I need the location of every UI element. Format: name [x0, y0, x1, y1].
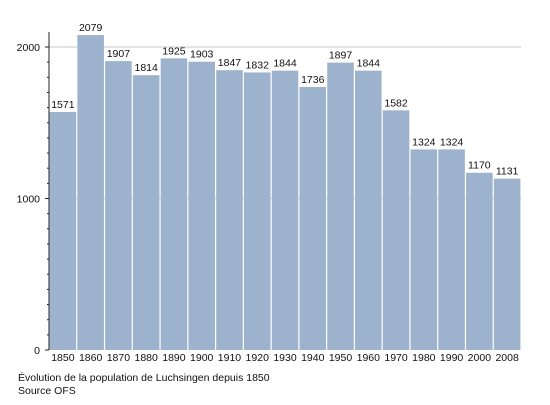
- bar-1930: [271, 70, 299, 350]
- bar-1850: [49, 111, 77, 350]
- data-label-1900: 1903: [190, 49, 214, 61]
- x-tick-label-2008: 2008: [495, 352, 519, 364]
- chart-caption: Évolution de la population de Luchsingen…: [18, 372, 270, 384]
- data-label-1950: 1897: [329, 50, 353, 62]
- data-label-2000: 1170: [468, 160, 491, 172]
- x-tick-label-1950: 1950: [329, 352, 353, 364]
- y-tick-label-0: 0: [34, 345, 40, 357]
- data-label-1960: 1844: [357, 58, 381, 70]
- data-label-1860: 2079: [79, 22, 103, 34]
- bar-1860: [77, 35, 104, 351]
- data-label-1890: 1925: [162, 45, 186, 57]
- y-tick-label-1000: 1000: [17, 194, 41, 206]
- data-label-1850: 1571: [51, 99, 75, 111]
- bar-1970: [382, 110, 410, 351]
- x-tick-label-1960: 1960: [357, 352, 381, 364]
- x-tick-label-1850: 1850: [51, 352, 75, 364]
- x-tick-label-1990: 1990: [440, 352, 464, 364]
- x-tick-label-1970: 1970: [384, 352, 408, 364]
- bar-1880: [132, 75, 160, 350]
- x-tick-label-1940: 1940: [301, 352, 325, 364]
- data-label-1940: 1736: [301, 74, 325, 86]
- chart-source: Source OFS: [18, 385, 76, 397]
- bar-1980: [410, 149, 438, 350]
- x-tick-label-1980: 1980: [412, 352, 436, 364]
- bar-1940: [299, 86, 327, 350]
- data-label-1980: 1324: [412, 136, 436, 148]
- x-tick-label-1860: 1860: [79, 352, 103, 364]
- bar-1870: [105, 61, 132, 350]
- bar-1900: [188, 61, 215, 351]
- data-label-1870: 1907: [107, 48, 131, 60]
- bar-2008: [493, 178, 521, 350]
- data-label-1910: 1847: [218, 57, 242, 69]
- data-label-1990: 1324: [440, 136, 464, 148]
- data-label-2008: 1131: [496, 166, 519, 178]
- y-tick-label-2000: 2000: [17, 42, 41, 54]
- bar-1920: [243, 72, 271, 351]
- bar-2000: [466, 172, 493, 350]
- x-tick-label-1910: 1910: [218, 352, 242, 364]
- x-tick-label-2000: 2000: [468, 352, 492, 364]
- x-tick-label-1930: 1930: [273, 352, 297, 364]
- x-tick-label-1920: 1920: [246, 352, 270, 364]
- data-label-1880: 1814: [134, 62, 158, 74]
- x-tick-label-1900: 1900: [190, 352, 214, 364]
- x-tick-label-1870: 1870: [107, 352, 131, 364]
- x-tick-label-1890: 1890: [162, 352, 186, 364]
- data-label-1920: 1832: [246, 59, 270, 71]
- bar-1990: [438, 149, 465, 350]
- bar-1910: [216, 70, 243, 350]
- data-label-1970: 1582: [384, 97, 408, 109]
- x-tick-label-1880: 1880: [134, 352, 158, 364]
- bar-1890: [160, 58, 188, 351]
- data-label-1930: 1844: [273, 58, 297, 70]
- bar-1950: [327, 62, 354, 351]
- bar-1960: [355, 70, 382, 350]
